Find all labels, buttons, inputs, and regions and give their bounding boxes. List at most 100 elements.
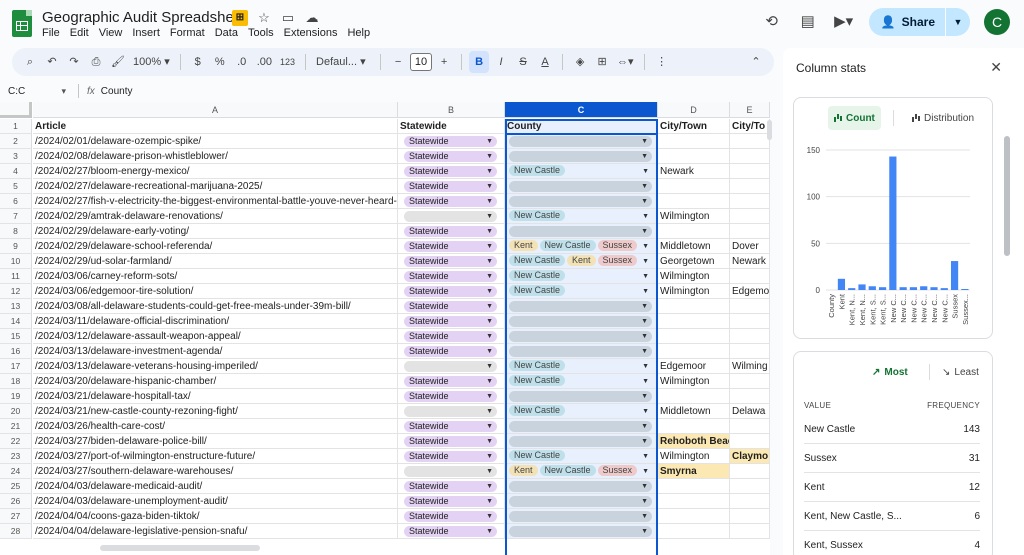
- dropdown-arrow-icon[interactable]: ▼: [641, 393, 648, 400]
- cell-a[interactable]: /2024/03/08/all-delaware-students-could-…: [33, 299, 398, 314]
- county-dropdown[interactable]: ▼: [509, 526, 652, 537]
- dropdown-arrow-icon[interactable]: ▼: [486, 168, 493, 175]
- statewide-dropdown[interactable]: Statewide ▼: [404, 316, 497, 327]
- cell-d[interactable]: Edgemoor: [658, 359, 730, 374]
- cell-b[interactable]: ▼: [398, 404, 505, 419]
- statewide-dropdown[interactable]: Statewide ▼: [404, 376, 497, 387]
- cell-e[interactable]: Dover: [730, 239, 770, 254]
- county-dropdown[interactable]: ▼: [509, 511, 652, 522]
- more-options-icon[interactable]: ⋮: [656, 56, 668, 68]
- menu-data[interactable]: Data: [214, 27, 238, 39]
- cell-c[interactable]: ▼: [505, 299, 658, 314]
- row-number[interactable]: 11: [0, 269, 32, 284]
- menu-help[interactable]: Help: [347, 27, 371, 39]
- cell-d[interactable]: [658, 179, 730, 194]
- dropdown-arrow-icon[interactable]: ▼: [486, 483, 493, 490]
- cell-b[interactable]: Statewide ▼: [398, 179, 505, 194]
- cell-d[interactable]: [658, 299, 730, 314]
- cell-d[interactable]: Wilmington: [658, 284, 730, 299]
- statewide-dropdown[interactable]: ▼: [404, 466, 497, 477]
- dropdown-arrow-icon[interactable]: ▼: [642, 258, 649, 265]
- cell-e[interactable]: [730, 344, 770, 359]
- dropdown-arrow-icon[interactable]: ▼: [486, 198, 493, 205]
- row-number[interactable]: 13: [0, 299, 32, 314]
- cell-a[interactable]: /2024/04/03/delaware-medicaid-audit/: [33, 479, 398, 494]
- cell-b[interactable]: Statewide ▼: [398, 389, 505, 404]
- cell-b[interactable]: Statewide ▼: [398, 314, 505, 329]
- menu-format[interactable]: Format: [169, 27, 205, 39]
- cell-c[interactable]: ▼: [505, 134, 658, 149]
- zoom-select[interactable]: 100% ▾: [133, 56, 170, 68]
- dropdown-arrow-icon[interactable]: ▼: [641, 483, 648, 490]
- cell-c[interactable]: ▼: [505, 494, 658, 509]
- cell-c[interactable]: ▼: [505, 194, 658, 209]
- row-number[interactable]: 23: [0, 449, 32, 464]
- cell-c[interactable]: ▼: [505, 314, 658, 329]
- row-number[interactable]: 25: [0, 479, 32, 494]
- column-header-c[interactable]: C: [505, 102, 658, 118]
- county-dropdown[interactable]: New Castle ▼: [505, 209, 658, 224]
- row-number[interactable]: 24: [0, 464, 32, 479]
- cell-d[interactable]: Wilmington: [658, 209, 730, 224]
- county-dropdown[interactable]: ▼: [509, 481, 652, 492]
- cell-b[interactable]: Statewide ▼: [398, 494, 505, 509]
- redo-icon[interactable]: ↷: [69, 56, 79, 68]
- cell-a[interactable]: /2024/04/04/delaware-legislative-pension…: [33, 524, 398, 539]
- dropdown-arrow-icon[interactable]: ▼: [642, 273, 649, 280]
- statewide-dropdown[interactable]: ▼: [404, 361, 497, 372]
- most-toggle[interactable]: ↗ Most: [866, 360, 914, 384]
- cell-e[interactable]: [730, 494, 770, 509]
- statewide-dropdown[interactable]: Statewide ▼: [404, 301, 497, 312]
- statewide-dropdown[interactable]: ▼: [404, 406, 497, 417]
- dropdown-arrow-icon[interactable]: ▼: [642, 288, 649, 295]
- cell-e[interactable]: [730, 134, 770, 149]
- cell-a[interactable]: /2024/03/27/port-of-wilmington-enstructu…: [33, 449, 398, 464]
- statewide-dropdown[interactable]: Statewide ▼: [404, 526, 497, 537]
- decrease-font-size-button[interactable]: −: [394, 56, 402, 68]
- cell-a[interactable]: /2024/02/29/amtrak-delaware-renovations/: [33, 209, 398, 224]
- row-number[interactable]: 20: [0, 404, 32, 419]
- statewide-dropdown[interactable]: Statewide ▼: [404, 451, 497, 462]
- cell-c[interactable]: ▼: [505, 149, 658, 164]
- dropdown-arrow-icon[interactable]: ▼: [642, 168, 649, 175]
- cell-a[interactable]: /2024/03/20/delaware-hispanic-chamber/: [33, 374, 398, 389]
- cell-b[interactable]: Statewide ▼: [398, 224, 505, 239]
- cell-b[interactable]: Statewide ▼: [398, 149, 505, 164]
- cell-d[interactable]: Smyrna: [658, 464, 730, 479]
- dropdown-arrow-icon[interactable]: ▼: [642, 213, 649, 220]
- cell-c[interactable]: ▼: [505, 419, 658, 434]
- formula-input[interactable]: County: [100, 85, 133, 97]
- row-number[interactable]: 21: [0, 419, 32, 434]
- cell-d[interactable]: Wilmington: [658, 269, 730, 284]
- cell-a[interactable]: /2024/02/27/fish-v-electricity-the-bigge…: [33, 194, 398, 209]
- cell-b[interactable]: Statewide ▼: [398, 254, 505, 269]
- italic-button[interactable]: I: [499, 56, 503, 68]
- frequency-row[interactable]: Kent 12: [804, 474, 980, 502]
- dropdown-arrow-icon[interactable]: ▼: [641, 318, 648, 325]
- cell-e[interactable]: Claymo: [730, 449, 770, 464]
- statewide-dropdown[interactable]: Statewide ▼: [404, 421, 497, 432]
- cell-a[interactable]: /2024/03/26/health-care-cost/: [33, 419, 398, 434]
- cell-e[interactable]: [730, 464, 770, 479]
- strikethrough-button[interactable]: S: [519, 56, 527, 68]
- dropdown-arrow-icon[interactable]: ▼: [486, 513, 493, 520]
- dropdown-arrow-icon[interactable]: ▼: [642, 363, 649, 370]
- cell-a[interactable]: /2024/03/21/delaware-hospitall-tax/: [33, 389, 398, 404]
- statewide-dropdown[interactable]: Statewide ▼: [404, 436, 497, 447]
- row-number[interactable]: 12: [0, 284, 32, 299]
- account-avatar[interactable]: C: [984, 9, 1010, 35]
- statewide-dropdown[interactable]: Statewide ▼: [404, 256, 497, 267]
- row-number[interactable]: 5: [0, 179, 32, 194]
- print-icon[interactable]: ⎙: [91, 56, 101, 68]
- cell-e[interactable]: City/To: [730, 119, 770, 134]
- share-button[interactable]: 👤 Share: [869, 8, 945, 36]
- undo-icon[interactable]: ↶: [47, 56, 57, 68]
- cell-d[interactable]: [658, 314, 730, 329]
- extension-badge-icon[interactable]: ⊞: [232, 10, 248, 26]
- cell-c[interactable]: ▼: [505, 524, 658, 539]
- dropdown-arrow-icon[interactable]: ▼: [642, 378, 649, 385]
- cell-e[interactable]: [730, 389, 770, 404]
- statewide-dropdown[interactable]: Statewide ▼: [404, 181, 497, 192]
- county-dropdown[interactable]: New Castle ▼: [505, 374, 658, 389]
- column-header-b[interactable]: B: [398, 102, 505, 118]
